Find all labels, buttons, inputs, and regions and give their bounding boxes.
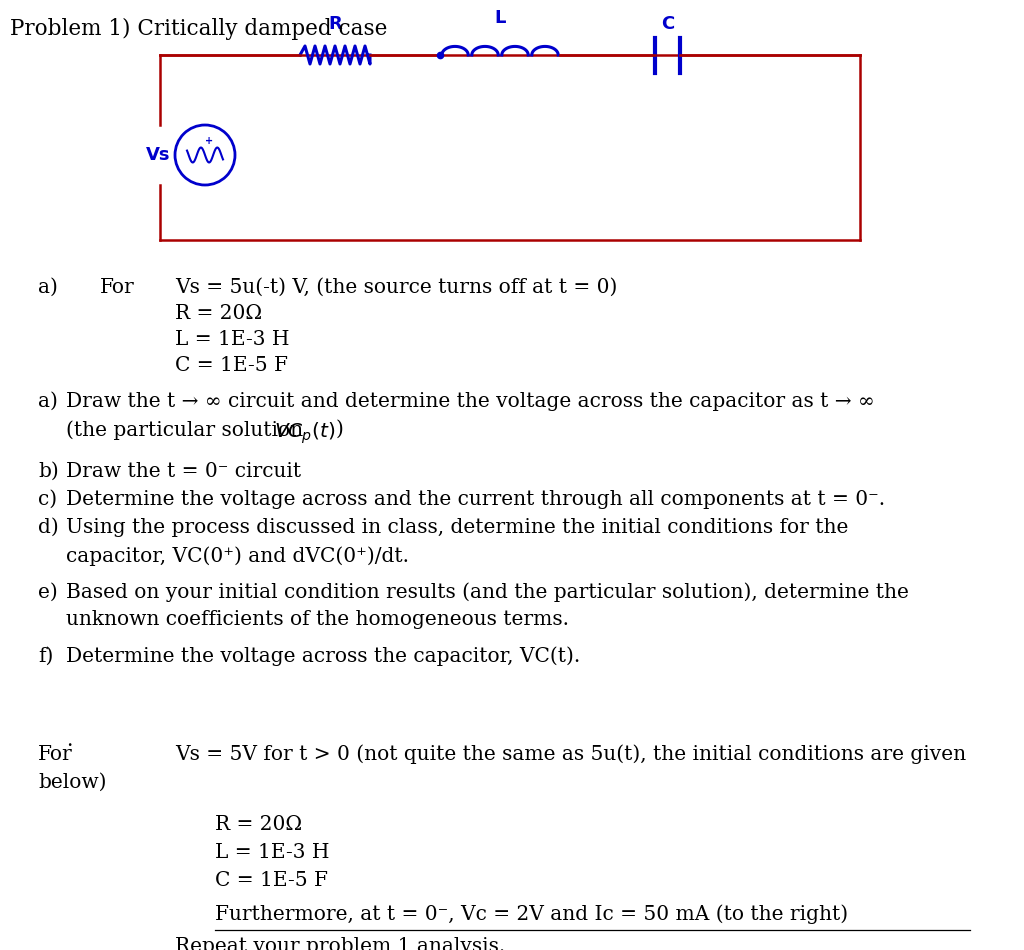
Text: f): f) <box>38 647 53 666</box>
Text: below): below) <box>38 772 106 791</box>
Text: Based on your initial condition results (and the particular solution), determine: Based on your initial condition results … <box>66 582 909 602</box>
Text: Draw the t = 0⁻ circuit: Draw the t = 0⁻ circuit <box>66 462 301 481</box>
Text: capacitor, VC(0⁺) and dVC(0⁺)/dt.: capacitor, VC(0⁺) and dVC(0⁺)/dt. <box>66 546 409 565</box>
Text: (the particular solution: (the particular solution <box>66 420 309 440</box>
Text: Draw the t → ∞ circuit and determine the voltage across the capacitor as t → ∞: Draw the t → ∞ circuit and determine the… <box>66 392 874 411</box>
Text: +: + <box>205 137 213 146</box>
Text: Vs: Vs <box>145 146 170 164</box>
Text: unknown coefficients of the homogeneous terms.: unknown coefficients of the homogeneous … <box>66 611 569 630</box>
Text: For: For <box>100 278 135 297</box>
Text: R: R <box>328 15 342 33</box>
Text: Using the process discussed in class, determine the initial conditions for the: Using the process discussed in class, de… <box>66 518 848 537</box>
Text: a): a) <box>38 392 58 411</box>
Text: e): e) <box>38 582 57 601</box>
Text: c): c) <box>38 490 57 509</box>
Text: R = 20Ω: R = 20Ω <box>175 304 262 323</box>
Text: C = 1E-5 F: C = 1E-5 F <box>215 871 328 890</box>
Text: C = 1E-5 F: C = 1E-5 F <box>175 356 288 375</box>
Text: .: . <box>66 731 73 750</box>
Text: C: C <box>660 15 674 33</box>
Text: For: For <box>38 745 73 764</box>
Text: Vs = 5u(-t) V, (the source turns off at t = 0): Vs = 5u(-t) V, (the source turns off at … <box>175 278 617 297</box>
Text: L = 1E-3 H: L = 1E-3 H <box>215 843 330 862</box>
Text: $\mathit{VC}_p(t)$: $\mathit{VC}_p(t)$ <box>274 420 335 446</box>
Text: Repeat your problem 1 analysis.: Repeat your problem 1 analysis. <box>175 937 505 950</box>
Text: a): a) <box>38 278 58 297</box>
Text: Furthermore, at t = 0⁻, Vc = 2V and Ic = 50 mA (to the right): Furthermore, at t = 0⁻, Vc = 2V and Ic =… <box>215 904 848 924</box>
Text: Problem 1) Critically damped case: Problem 1) Critically damped case <box>10 18 387 40</box>
Text: R = 20Ω: R = 20Ω <box>215 815 302 834</box>
Text: Determine the voltage across and the current through all components at t = 0⁻.: Determine the voltage across and the cur… <box>66 490 885 509</box>
Text: L = 1E-3 H: L = 1E-3 H <box>175 330 290 349</box>
Text: d): d) <box>38 518 58 537</box>
Text: ): ) <box>336 420 344 439</box>
Text: L: L <box>495 9 506 27</box>
Text: Determine the voltage across the capacitor, VC(t).: Determine the voltage across the capacit… <box>66 647 581 667</box>
Text: Vs = 5V for t > 0 (not quite the same as 5u(t), the initial conditions are given: Vs = 5V for t > 0 (not quite the same as… <box>175 745 966 765</box>
Text: b): b) <box>38 462 58 481</box>
